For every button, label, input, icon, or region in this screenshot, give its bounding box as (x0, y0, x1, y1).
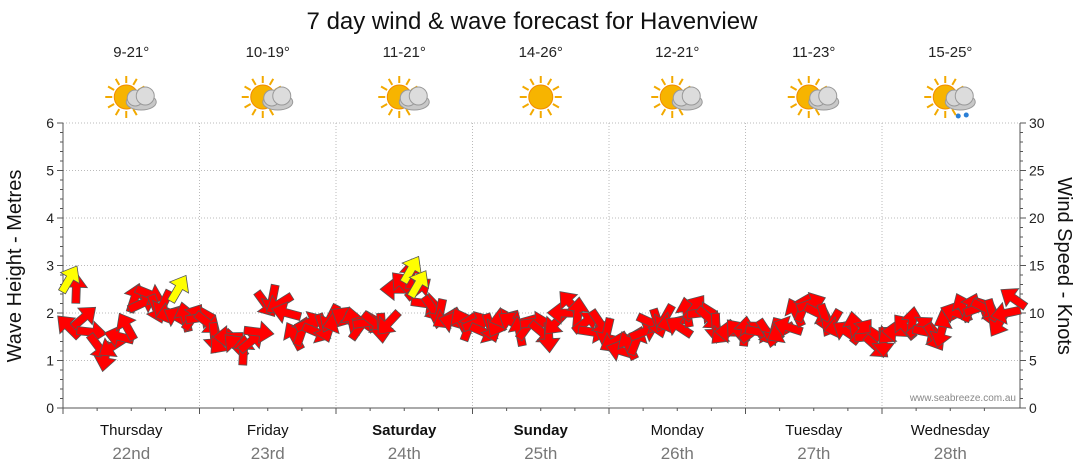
right-tick-label: 15 (1029, 258, 1045, 274)
left-tick-label: 6 (46, 115, 54, 131)
day-date: 27th (797, 444, 830, 463)
day-name: Wednesday (911, 422, 990, 439)
wind-arrow (270, 301, 303, 325)
gust-arrow (406, 270, 429, 300)
right-tick-label: 5 (1029, 353, 1037, 369)
wind-arrow (1000, 288, 1029, 311)
chart-title: 7 day wind & wave forecast for Havenview (307, 8, 759, 35)
chart-axes (57, 122, 1026, 414)
wind-arrow (990, 301, 1022, 325)
partly-cloudy-icon (787, 76, 840, 118)
day-date: 24th (388, 444, 421, 463)
partly-cloudy-icon (105, 76, 157, 118)
wind-arrow (116, 312, 138, 342)
day-name: Thursday (100, 422, 163, 439)
day-temperature: 12-21° (655, 44, 699, 61)
wind-arrows (57, 255, 1029, 373)
weather-row: 9-21° 10-19° 11-21° 14-26° 12-21° 11-23° 15-25… (105, 44, 976, 119)
day-name: Monday (651, 422, 705, 439)
sunny-icon (519, 76, 562, 118)
day-temperature: 14-26° (519, 44, 563, 61)
left-axis-label: Wave Height - Metres (4, 170, 26, 363)
right-tick-label: 30 (1029, 115, 1045, 131)
left-tick-label: 3 (46, 258, 54, 274)
wind-arrow (537, 322, 561, 354)
wind-arrow (772, 315, 804, 338)
gust-arrow (57, 265, 81, 295)
left-tick-label: 5 (46, 163, 54, 179)
left-tick-label: 0 (46, 400, 54, 416)
day-name: Friday (247, 422, 289, 439)
showers-icon (924, 76, 976, 119)
day-temperature: 9-21° (113, 44, 149, 61)
wind-arrow (377, 308, 402, 335)
right-tick-label: 25 (1029, 163, 1045, 179)
partly-cloudy-icon (651, 76, 703, 118)
wind-arrow (665, 316, 695, 339)
day-date: 28th (934, 444, 967, 463)
day-temperature: 10-19° (246, 44, 290, 61)
right-axis-ticks: 0 5 10 15 20 25 30 (1029, 115, 1045, 416)
left-tick-label: 1 (46, 353, 54, 369)
day-name: Tuesday (785, 422, 842, 439)
day-date: 22nd (112, 444, 150, 463)
wind-arrow (57, 315, 83, 341)
left-axis-ticks: 0 1 2 3 4 5 6 (46, 115, 54, 416)
gust-arrow (167, 274, 190, 304)
right-tick-label: 10 (1029, 305, 1045, 321)
day-name: Saturday (372, 422, 437, 439)
partly-cloudy-icon (241, 76, 294, 118)
day-temperature: 11-23° (792, 44, 835, 61)
left-tick-label: 2 (46, 305, 54, 321)
right-tick-label: 20 (1029, 210, 1045, 226)
day-temperature: 11-21° (383, 44, 426, 61)
wind-arrow (76, 320, 108, 344)
left-tick-label: 4 (46, 210, 54, 226)
right-axis-label: Wind Speed - Knots (1053, 177, 1075, 355)
day-date: 25th (524, 444, 557, 463)
day-temperature: 15-25° (928, 44, 972, 61)
day-date: 26th (661, 444, 694, 463)
wind-arrow (243, 320, 275, 344)
day-date: 23rd (251, 444, 285, 463)
chart-grid (63, 122, 1020, 408)
day-labels: Thursday 22nd Friday 23rd Saturday 24th Sunday… (100, 422, 990, 463)
day-name: Sunday (514, 422, 569, 439)
credit-label: www.seabreeze.com.au (909, 393, 1016, 404)
partly-cloudy-icon (378, 76, 430, 118)
gust-arrow (399, 255, 422, 285)
right-tick-label: 0 (1029, 400, 1037, 416)
